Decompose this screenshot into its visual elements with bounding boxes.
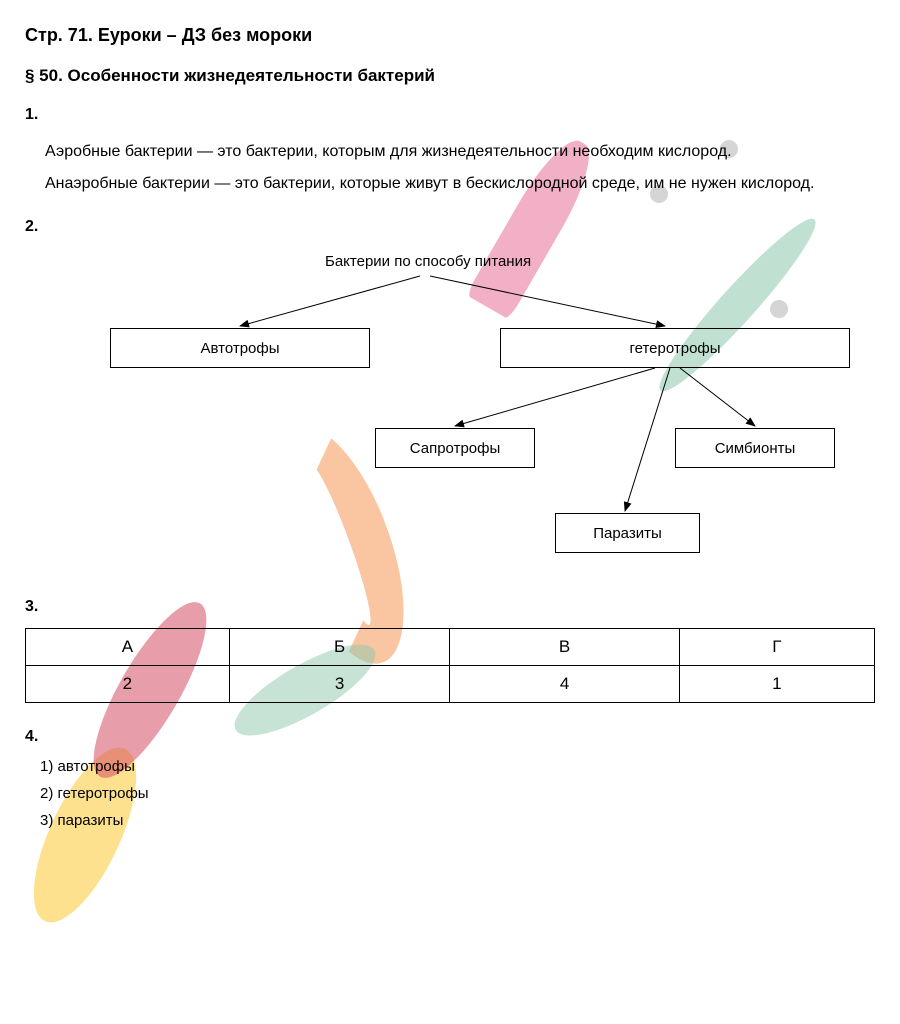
table-header-cell: А — [26, 629, 230, 666]
answer-table: АБВГ 2341 — [25, 628, 875, 703]
diagram-node-symbionts: Симбионты — [675, 428, 835, 468]
question-number-3: 3. — [25, 598, 875, 616]
table-header-cell: Г — [679, 629, 874, 666]
list-item: 3) паразиты — [40, 812, 875, 829]
diagram-node-saprotrophs: Сапротрофы — [375, 428, 535, 468]
table-cell: 1 — [679, 666, 874, 703]
diagram-node-heterotrophs: гетеротрофы — [500, 328, 850, 368]
question-number-2: 2. — [25, 218, 875, 236]
question-number-4: 4. — [25, 728, 875, 746]
table-header-cell: Б — [229, 629, 450, 666]
answer-list: 1) автотрофы 2) гетеротрофы 3) паразиты — [40, 758, 875, 829]
table-header-cell: В — [450, 629, 679, 666]
question-number-1: 1. — [25, 106, 875, 124]
page-header: Стр. 71. Еуроки – ДЗ без мороки — [25, 25, 875, 46]
answer-paragraph: Аэробные бактерии — это бактерии, которы… — [45, 136, 875, 168]
answer-text-1: Аэробные бактерии — это бактерии, которы… — [45, 136, 875, 200]
section-title: § 50. Особенности жизнедеятельности бакт… — [25, 66, 875, 86]
diagram-arrows — [25, 248, 875, 578]
diagram-node-autotrophs: Автотрофы — [110, 328, 370, 368]
table-cell: 3 — [229, 666, 450, 703]
list-item: 1) автотрофы — [40, 758, 875, 775]
table-cell: 4 — [450, 666, 679, 703]
diagram-title: Бактерии по способу питания — [325, 253, 531, 270]
table-cell: 2 — [26, 666, 230, 703]
diagram-node-parasites: Паразиты — [555, 513, 700, 553]
answer-paragraph: Анаэробные бактерии — это бактерии, кото… — [45, 168, 875, 200]
list-item: 2) гетеротрофы — [40, 785, 875, 802]
tree-diagram: Бактерии по способу питания Автотрофы гете… — [25, 248, 875, 578]
